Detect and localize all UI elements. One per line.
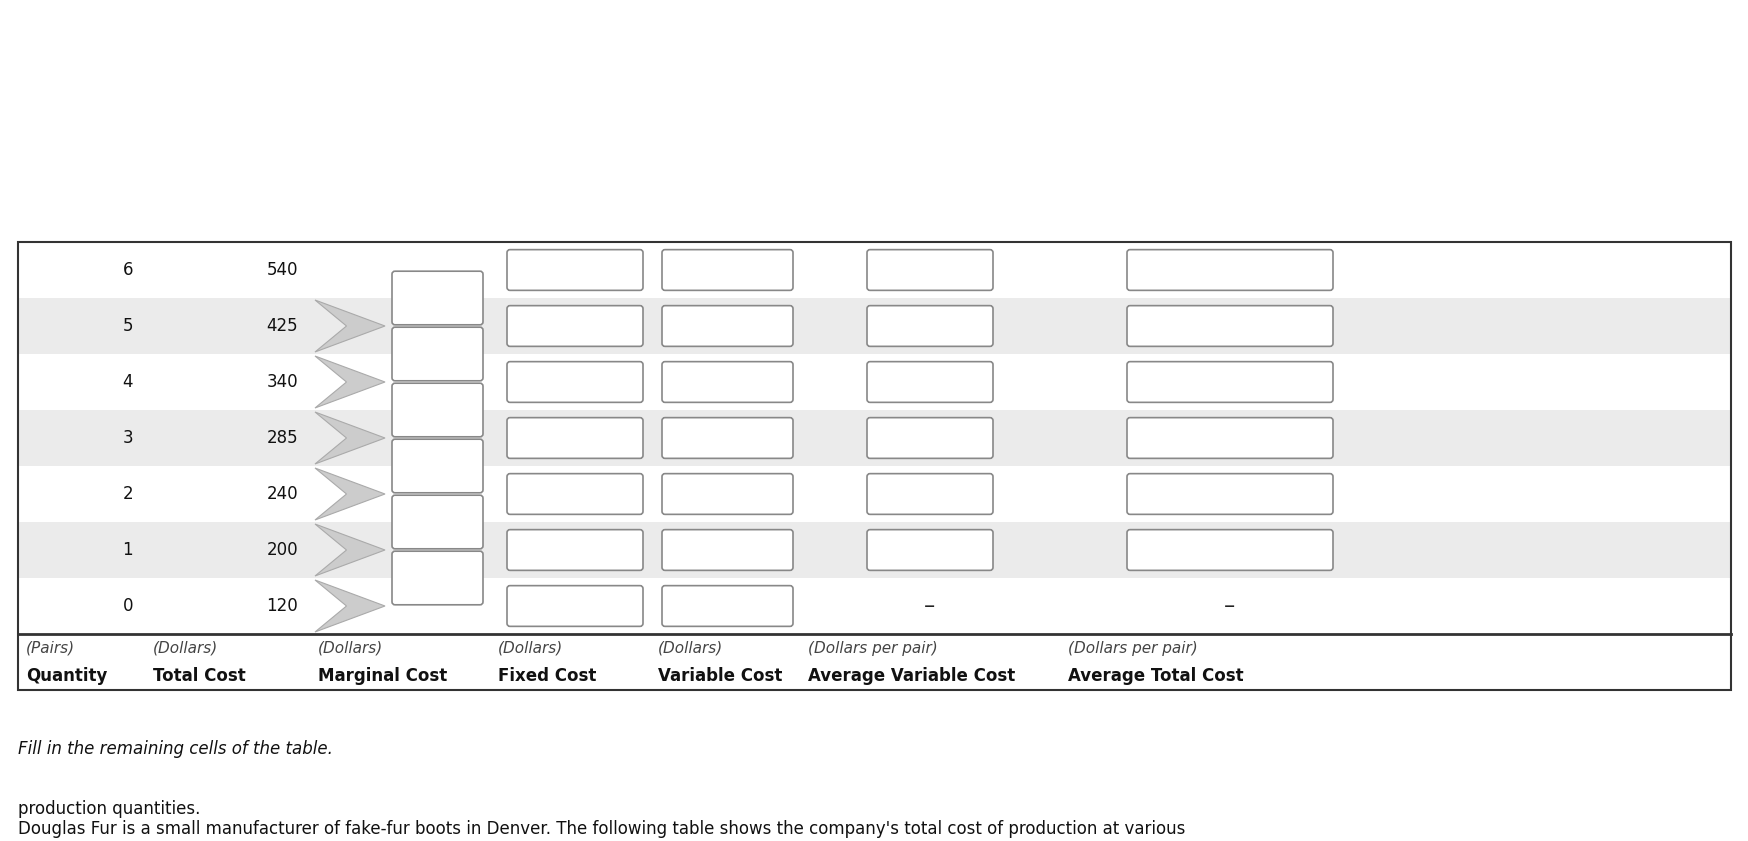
FancyBboxPatch shape [867,250,993,290]
Text: 120: 120 [266,597,297,615]
FancyBboxPatch shape [392,551,482,605]
Text: 240: 240 [266,485,297,503]
Bar [17,410,1731,466]
FancyBboxPatch shape [867,305,993,346]
Text: Total Cost: Total Cost [152,667,246,685]
FancyBboxPatch shape [1126,305,1332,346]
Text: 425: 425 [266,317,297,335]
Polygon shape [315,356,385,408]
Text: 2: 2 [122,485,133,503]
Text: 200: 200 [266,541,297,559]
Text: –: – [1224,596,1234,616]
Text: production quantities.: production quantities. [17,800,201,818]
FancyBboxPatch shape [392,327,482,381]
Text: (Dollars per pair): (Dollars per pair) [808,641,937,655]
FancyBboxPatch shape [662,305,792,346]
Text: Marginal Cost: Marginal Cost [318,667,447,685]
FancyBboxPatch shape [867,530,993,570]
FancyBboxPatch shape [507,418,643,458]
Text: 6: 6 [122,261,133,279]
Text: Quantity: Quantity [26,667,107,685]
FancyBboxPatch shape [1126,473,1332,515]
FancyBboxPatch shape [867,418,993,458]
FancyBboxPatch shape [662,250,792,290]
Text: 3: 3 [122,429,133,447]
Text: Average Variable Cost: Average Variable Cost [808,667,1014,685]
Polygon shape [315,412,385,464]
FancyBboxPatch shape [867,473,993,515]
Bar [17,298,1731,354]
Text: 4: 4 [122,373,133,391]
FancyBboxPatch shape [1126,530,1332,570]
Text: 5: 5 [122,317,133,335]
Polygon shape [315,468,385,520]
FancyBboxPatch shape [507,305,643,346]
FancyBboxPatch shape [392,383,482,436]
FancyBboxPatch shape [392,495,482,549]
Polygon shape [315,300,385,352]
FancyBboxPatch shape [392,439,482,493]
Text: 1: 1 [122,541,133,559]
Text: Fill in the remaining cells of the table.: Fill in the remaining cells of the table… [17,740,332,758]
Text: –: – [925,596,935,616]
Text: Fixed Cost: Fixed Cost [498,667,596,685]
FancyBboxPatch shape [867,362,993,402]
Bar [17,578,1731,634]
Text: (Dollars): (Dollars) [498,641,563,655]
FancyBboxPatch shape [507,530,643,570]
Bar [17,242,1731,690]
Text: (Dollars per pair): (Dollars per pair) [1068,641,1197,655]
FancyBboxPatch shape [507,585,643,627]
Polygon shape [315,524,385,576]
FancyBboxPatch shape [1126,418,1332,458]
FancyBboxPatch shape [662,530,792,570]
Bar [17,522,1731,578]
Text: Variable Cost: Variable Cost [657,667,781,685]
Text: (Dollars): (Dollars) [152,641,218,655]
Text: (Dollars): (Dollars) [318,641,383,655]
FancyBboxPatch shape [662,473,792,515]
Text: Average Total Cost: Average Total Cost [1068,667,1243,685]
FancyBboxPatch shape [662,418,792,458]
Polygon shape [315,580,385,632]
FancyBboxPatch shape [507,362,643,402]
FancyBboxPatch shape [1126,362,1332,402]
Bar [17,466,1731,522]
FancyBboxPatch shape [392,271,482,325]
FancyBboxPatch shape [507,250,643,290]
Text: 0: 0 [122,597,133,615]
FancyBboxPatch shape [1126,250,1332,290]
Text: (Dollars): (Dollars) [657,641,724,655]
FancyBboxPatch shape [662,585,792,627]
Text: 540: 540 [266,261,297,279]
FancyBboxPatch shape [507,473,643,515]
Text: Douglas Fur is a small manufacturer of fake-fur boots in Denver. The following t: Douglas Fur is a small manufacturer of f… [17,820,1185,838]
Text: 285: 285 [266,429,297,447]
Text: (Pairs): (Pairs) [26,641,75,655]
Text: 340: 340 [266,373,297,391]
Bar [17,354,1731,410]
FancyBboxPatch shape [662,362,792,402]
Bar [17,242,1731,298]
